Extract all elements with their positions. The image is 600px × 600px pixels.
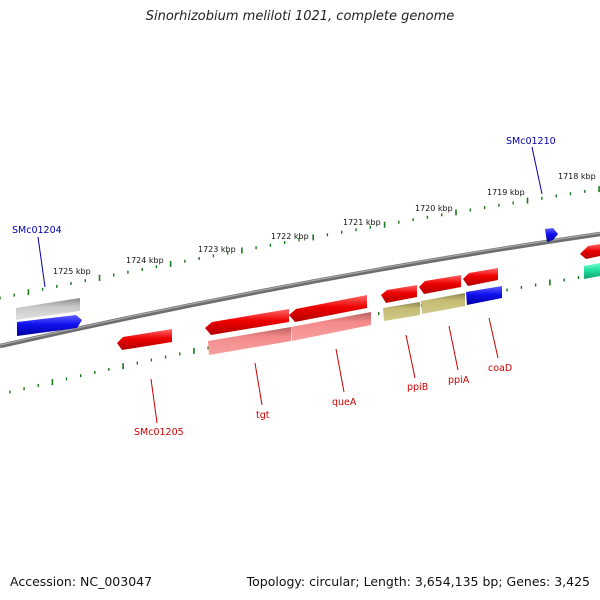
gene-feature[interactable] [16, 298, 80, 320]
tick-label: 1722 kbp [271, 232, 309, 241]
gene-label-ppiB[interactable]: ppiB [407, 382, 428, 393]
leader-line [488, 317, 499, 359]
gene-label-queA[interactable]: queA [332, 397, 357, 408]
gene-labels: SMc01204 SMc01210 SMc01205 tgt queA ppiB… [12, 136, 556, 438]
gene-feature-ppiA[interactable] [419, 275, 461, 294]
leader-line [335, 348, 345, 393]
leader-line [37, 236, 46, 288]
gene-feature[interactable] [208, 327, 291, 355]
tick-label: 1721 kbp [343, 218, 381, 227]
forward-features [16, 228, 600, 336]
gene-feature-ppiB[interactable] [381, 285, 417, 303]
leader-line [150, 378, 158, 424]
genome-backbone [0, 231, 600, 349]
topology-text: Topology: circular; Length: 3,654,135 bp… [246, 574, 590, 589]
gene-label-SMc01204[interactable]: SMc01204 [12, 225, 62, 236]
leader-line [531, 146, 543, 195]
tick-label: 1725 kbp [53, 267, 91, 276]
leader-line [405, 334, 416, 379]
tick-label: 1724 kbp [126, 256, 164, 265]
tick-label: 1718 kbp [558, 172, 596, 181]
gene-feature[interactable] [291, 312, 371, 341]
gene-feature[interactable] [584, 263, 600, 279]
gene-feature-queA[interactable] [289, 295, 367, 322]
tick-label: 1723 kbp [198, 245, 236, 254]
gene-feature-tgt[interactable] [205, 309, 289, 335]
gene-label-tgt[interactable]: tgt [256, 410, 270, 421]
gene-label-lines [37, 146, 543, 424]
tick-labels: 1725 kbp 1724 kbp 1723 kbp 1722 kbp 1721… [53, 172, 596, 276]
gene-label-ppiA[interactable]: ppiA [448, 375, 470, 386]
leader-line [254, 362, 263, 406]
gene-label-SMc01205[interactable]: SMc01205 [134, 427, 184, 438]
gene-feature[interactable] [580, 244, 600, 259]
gene-feature-SMc01205[interactable] [117, 329, 172, 350]
tick-label: 1720 kbp [415, 204, 453, 213]
gene-label-SMc01210[interactable]: SMc01210 [506, 136, 556, 147]
leader-line [448, 325, 459, 371]
gene-label-coaD[interactable]: coaD [488, 363, 512, 374]
reverse-features [117, 268, 502, 355]
gene-feature-coaD[interactable] [463, 268, 498, 286]
tick-label: 1719 kbp [487, 188, 525, 197]
page-title: Sinorhizobium meliloti 1021, complete ge… [145, 9, 455, 24]
footer: Accession: NC_003047 Topology: circular;… [10, 574, 590, 592]
gene-feature-SMc01204[interactable] [17, 315, 82, 336]
gene-feature[interactable] [466, 286, 502, 305]
gene-feature[interactable] [421, 293, 465, 314]
gene-feature[interactable] [383, 302, 420, 321]
outer-tick-ring [0, 186, 600, 300]
gene-feature-SMc01210[interactable] [545, 228, 558, 242]
accession-text: Accession: NC_003047 [10, 574, 153, 589]
